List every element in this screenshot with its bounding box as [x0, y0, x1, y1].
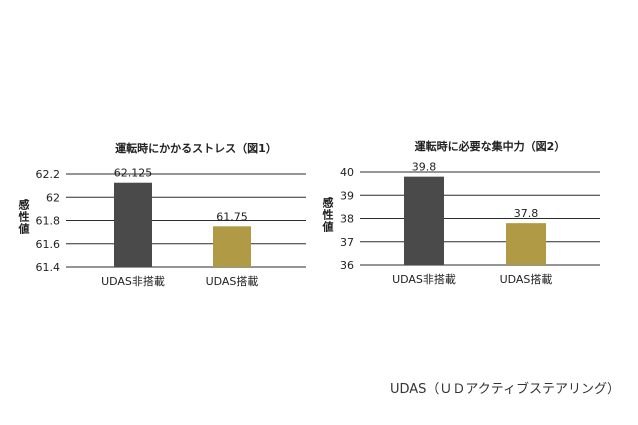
bar-value-label: 39.8	[412, 161, 437, 174]
y-tick-label: 61.6	[36, 238, 61, 251]
bar-with-udas	[506, 223, 546, 265]
y-tick-label: 61.8	[36, 215, 61, 228]
category-label: UDAS搭載	[500, 273, 553, 286]
chart-concentration: 運転時に必要な集中力（図2） 感性値 40 39 38 37 36 39.8 UDAS非搭載 37…	[322, 139, 600, 286]
bar-without-udas	[404, 176, 444, 265]
chart-title: 運転時に必要な集中力（図2）	[415, 139, 566, 153]
y-tick-label: 62	[46, 191, 60, 204]
category-label: UDAS非搭載	[392, 273, 456, 286]
y-axis-label: 感性値	[18, 198, 30, 236]
y-tick-label: 61.4	[36, 261, 61, 274]
y-tick-label: 39	[340, 189, 354, 202]
chart-title: 運転時にかかるストレス（図1）	[115, 141, 277, 155]
figure-caption: UDAS（ＵＤアクティブステアリング）	[389, 382, 620, 397]
category-label: UDAS非搭載	[101, 275, 165, 288]
bar-without-udas	[114, 182, 152, 267]
y-tick-label: 38	[340, 213, 354, 226]
y-tick-label: 62.2	[36, 168, 61, 181]
bar-value-label: 61.75	[216, 210, 248, 223]
bar-with-udas	[213, 226, 251, 267]
category-label: UDAS搭載	[206, 275, 259, 288]
bar-value-label: 37.8	[514, 207, 539, 220]
bar-value-label: 62.125	[114, 167, 153, 180]
y-tick-label: 37	[340, 236, 354, 249]
chart-stress: 運転時にかかるストレス（図1） 感性値 62.2 62 61.8 61.6 61.4 62.1…	[18, 141, 306, 288]
y-tick-label: 36	[340, 259, 354, 272]
y-tick-label: 40	[340, 166, 354, 179]
y-axis-label: 感性値	[322, 196, 334, 234]
